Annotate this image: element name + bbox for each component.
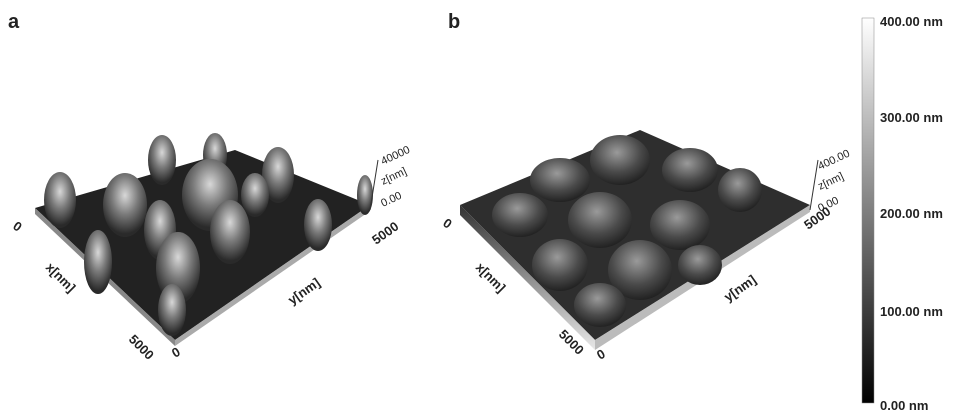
- colorbar-label: 100.00 nm: [880, 304, 943, 319]
- x-axis-label: x[nm]: [43, 260, 79, 296]
- z-tick-label: 40000: [379, 144, 412, 168]
- x-tick-label: 5000: [126, 332, 157, 363]
- figure: a b 0 x[nm] 5000 0 y[nm] 5000 40000 z[nm…: [0, 0, 968, 413]
- z-tick-label: 0.00: [379, 190, 403, 210]
- colorbar-label: 200.00 nm: [880, 206, 943, 221]
- z-tick-label: 400.00: [816, 148, 852, 173]
- surface-b: [460, 130, 818, 350]
- surface-a: [35, 133, 378, 346]
- y-axis-label: y[nm]: [721, 272, 759, 305]
- z-axis-label: z[nm]: [816, 170, 845, 192]
- panel-label: a: [8, 11, 20, 33]
- colorbar-label: 0.00 nm: [880, 398, 928, 413]
- colorbar: [862, 18, 874, 403]
- y-tick-label: 5000: [369, 219, 401, 248]
- x-tick-label: 0: [10, 218, 25, 234]
- y-tick-label: 0: [594, 346, 608, 363]
- z-axis-label: z[nm]: [379, 165, 408, 187]
- y-tick-label: 0: [169, 344, 183, 361]
- x-axis-label: x[nm]: [473, 260, 509, 296]
- colorbar-label: 300.00 nm: [880, 110, 943, 125]
- colorbar-label: 400.00 nm: [880, 14, 943, 29]
- panel-label: b: [448, 11, 460, 33]
- y-axis-label: y[nm]: [285, 275, 323, 308]
- x-tick-label: 0: [440, 215, 455, 231]
